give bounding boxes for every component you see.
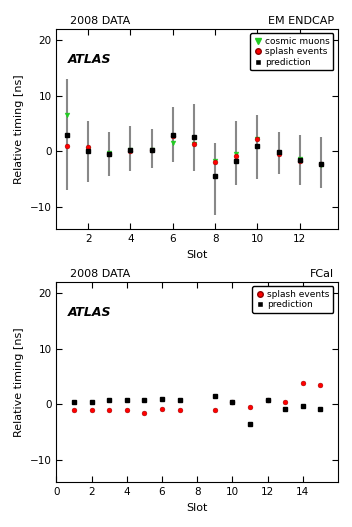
Text: ATLAS: ATLAS bbox=[68, 53, 111, 66]
Y-axis label: Relative timing [ns]: Relative timing [ns] bbox=[14, 74, 24, 184]
Legend: cosmic muons, splash events, prediction: cosmic muons, splash events, prediction bbox=[250, 34, 333, 71]
Legend: splash events, prediction: splash events, prediction bbox=[252, 287, 333, 313]
Text: 2008 DATA: 2008 DATA bbox=[70, 269, 131, 279]
Text: 2008 DATA: 2008 DATA bbox=[70, 16, 131, 26]
X-axis label: Slot: Slot bbox=[187, 250, 208, 260]
Text: FCal: FCal bbox=[310, 269, 334, 279]
Text: EM ENDCAP: EM ENDCAP bbox=[268, 16, 334, 26]
X-axis label: Slot: Slot bbox=[187, 503, 208, 513]
Y-axis label: Relative timing [ns]: Relative timing [ns] bbox=[14, 327, 24, 437]
Text: ATLAS: ATLAS bbox=[68, 306, 111, 319]
